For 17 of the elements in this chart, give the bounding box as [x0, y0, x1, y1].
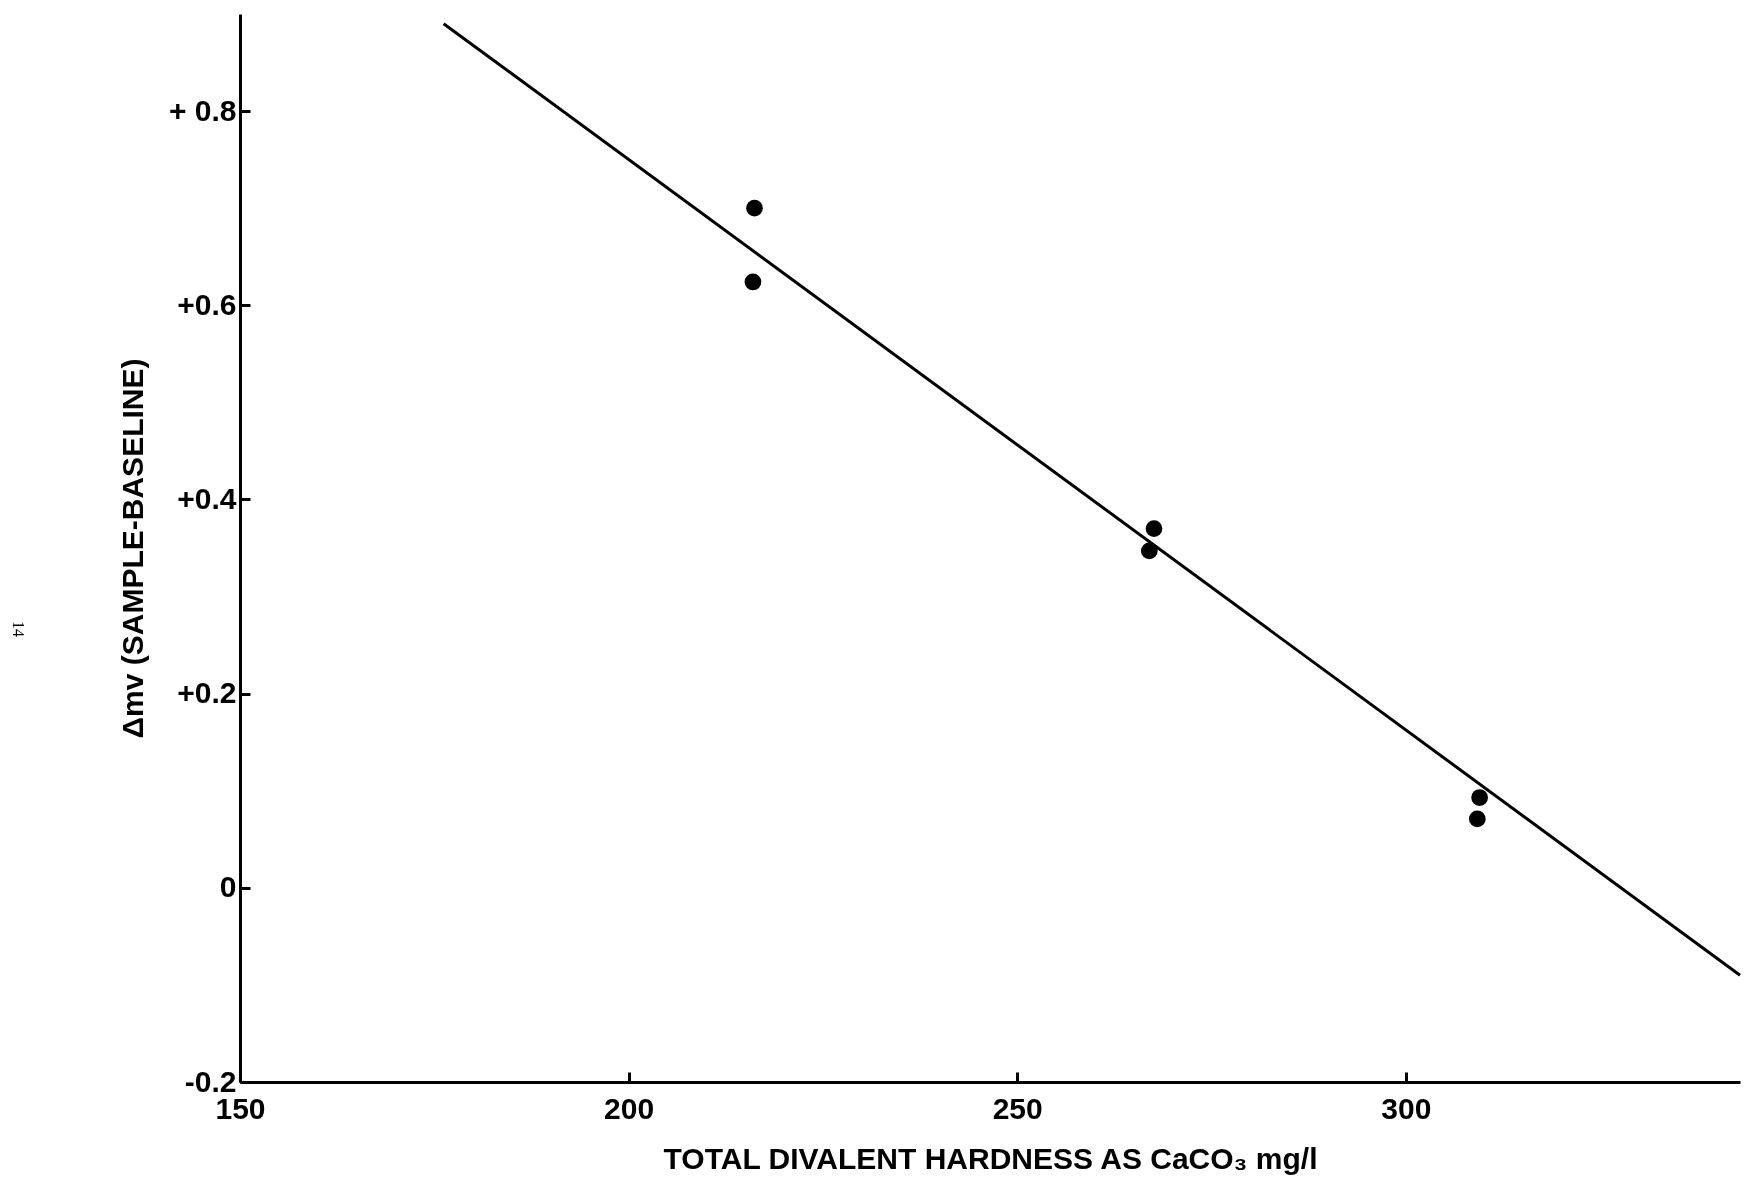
point: [1468, 810, 1486, 828]
text: 14: [9, 621, 27, 637]
y-tick-label: + 0.8: [168, 93, 237, 127]
point: [1145, 520, 1163, 537]
x-axis-title: TOTAL DIVALENT HARDNESS AS CaCO₃ mg/l: [663, 1141, 1318, 1175]
point: [1471, 789, 1488, 806]
y-tick-label: 0: [219, 870, 237, 904]
point: [744, 273, 762, 291]
y-axis-title: Δmv (SAMPLE-BASELINE): [115, 358, 149, 739]
y-tick-label: +0.6: [177, 287, 237, 321]
x-tick-label: 200: [604, 1091, 655, 1125]
y-tick-label: +0.2: [177, 676, 237, 710]
y-tick-label: +0.4: [177, 481, 237, 515]
x-tick-label: 250: [992, 1091, 1043, 1125]
point: [1140, 542, 1158, 560]
point: [746, 199, 763, 217]
x-tick-label: 300: [1381, 1091, 1432, 1125]
